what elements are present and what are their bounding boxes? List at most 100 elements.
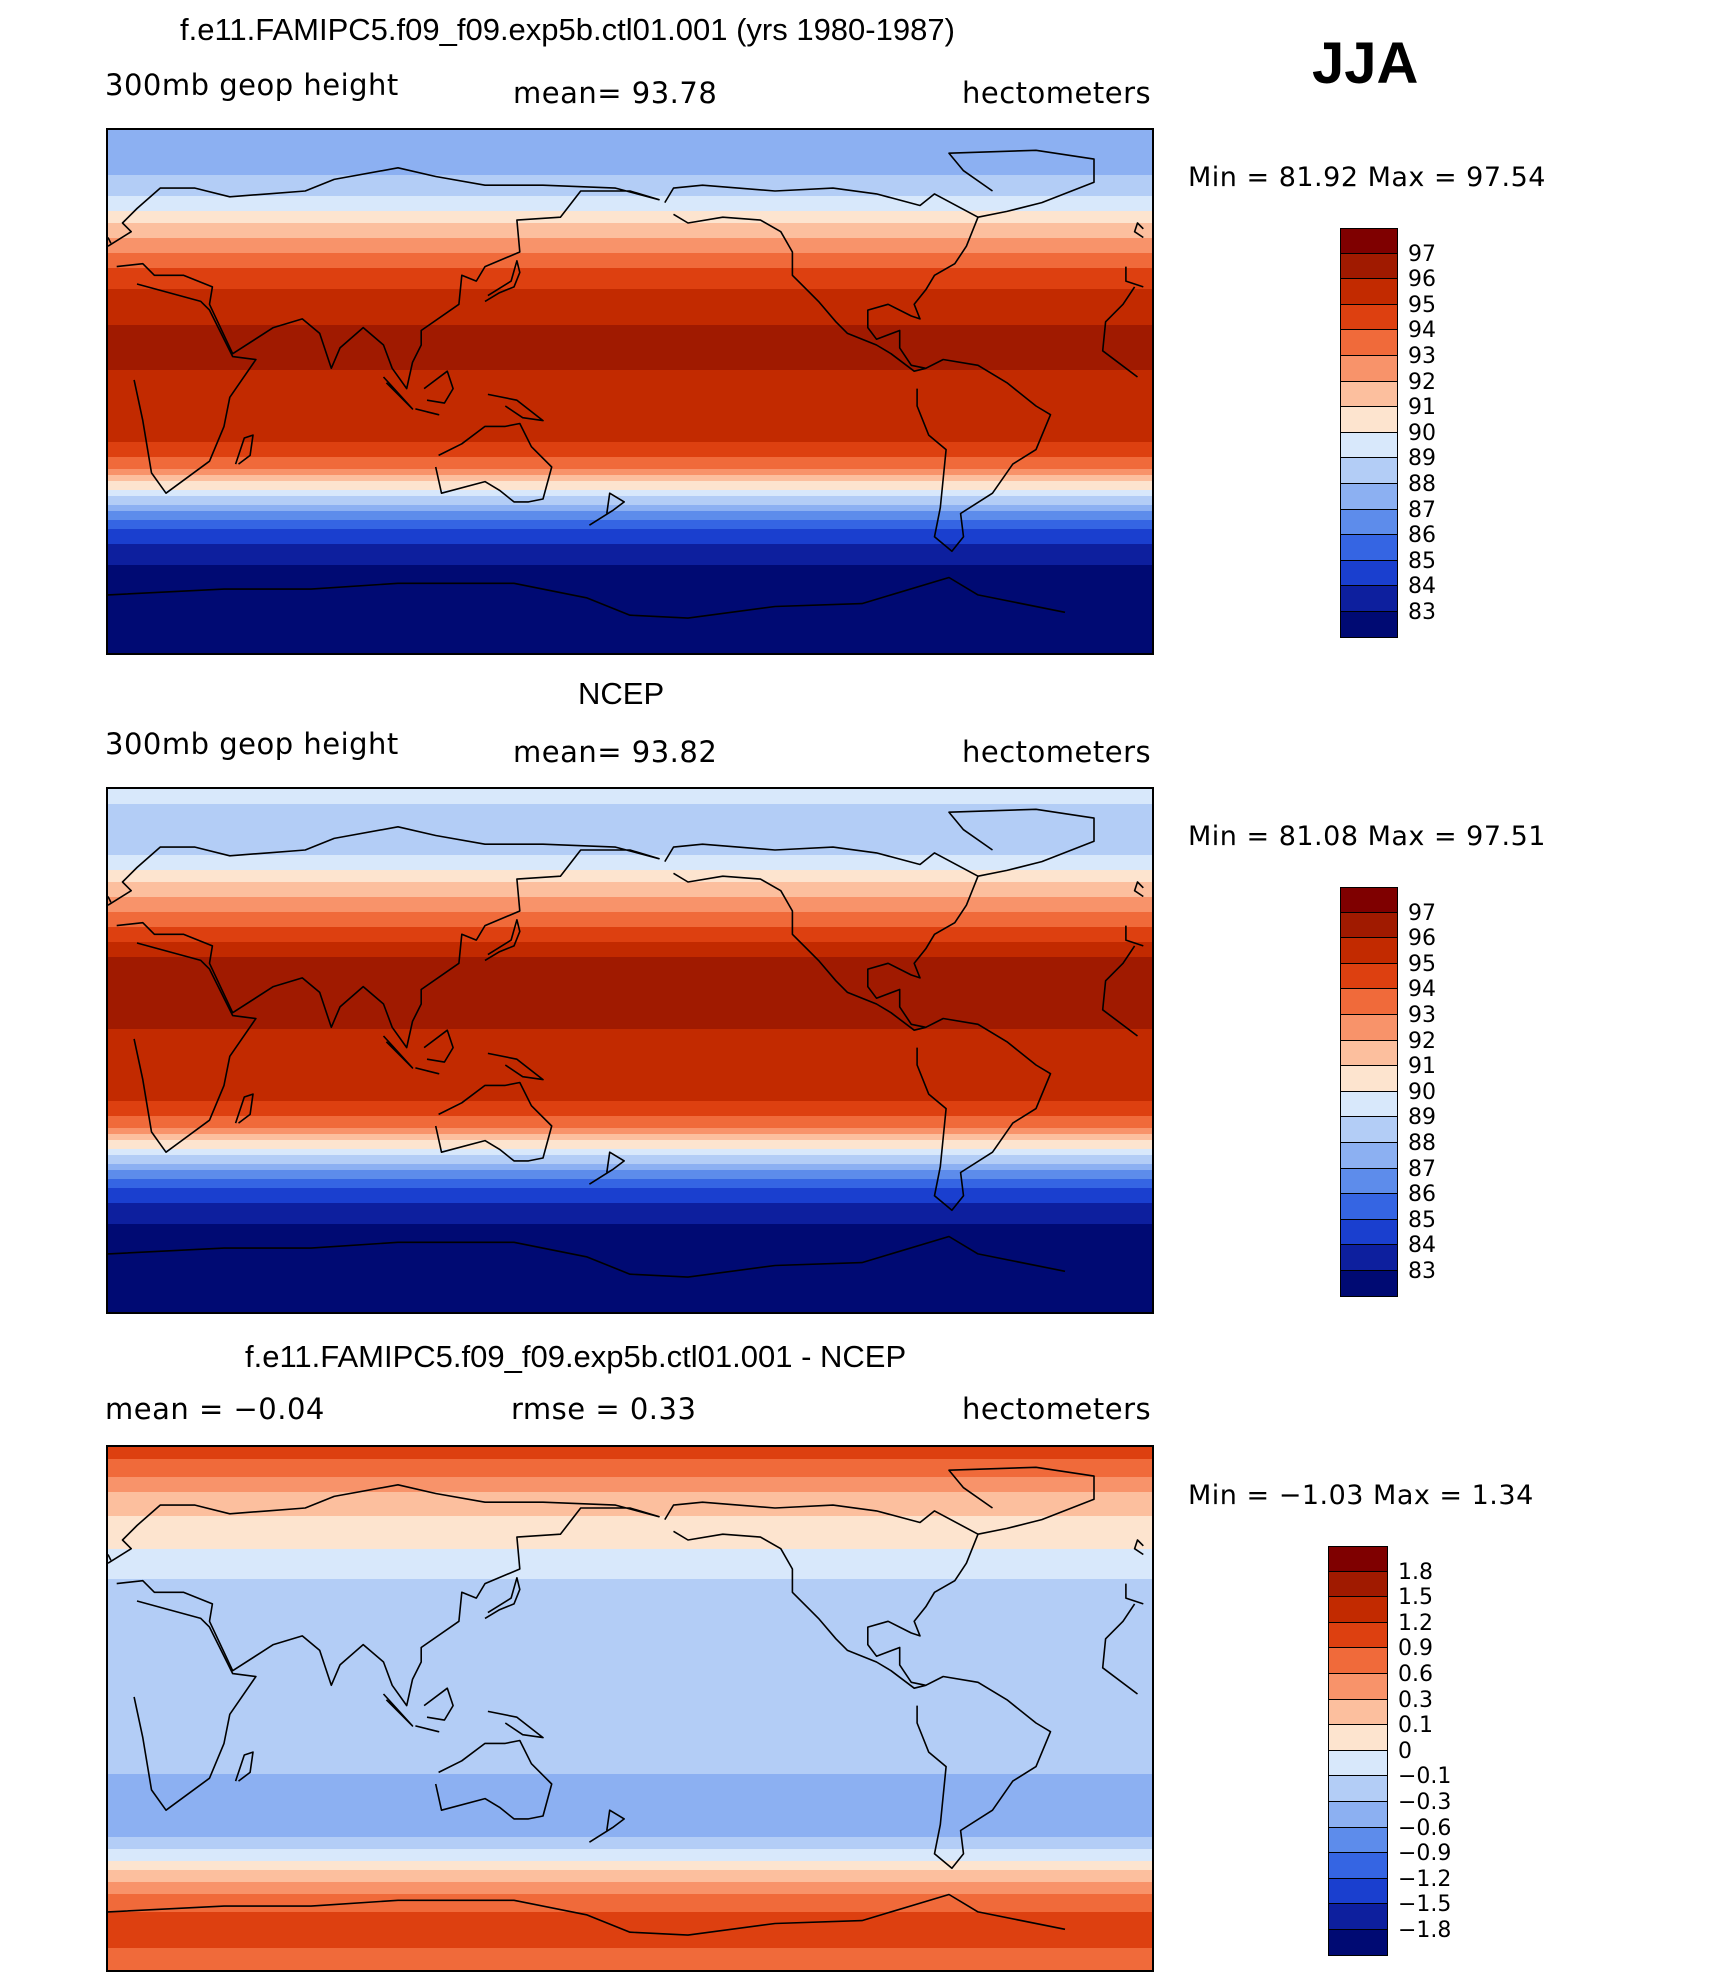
contour-band (108, 837, 1152, 841)
contour-band (108, 505, 1152, 509)
contour-band (108, 553, 1152, 557)
contour-band (108, 442, 1152, 446)
coastline (423, 370, 454, 404)
contour-band (108, 918, 1152, 922)
contour-band (108, 1062, 1152, 1066)
contour-band (108, 490, 1152, 494)
contour-band (108, 1645, 1152, 1649)
coastline (382, 1035, 414, 1069)
contour-band (108, 1275, 1152, 1279)
contour-band (108, 1197, 1152, 1201)
contour-band (108, 1945, 1152, 1949)
colorbar-swatch (1328, 1648, 1388, 1674)
contour-band (108, 469, 1152, 473)
contour-band (108, 1660, 1152, 1664)
contour-band (108, 1128, 1152, 1132)
colorbar-swatch (1340, 1245, 1398, 1271)
contour-band (108, 1720, 1152, 1724)
contour-band (108, 130, 1152, 134)
contour-band (108, 340, 1152, 344)
contour-band (108, 1047, 1152, 1051)
contour-band (108, 978, 1152, 982)
contour-band (108, 912, 1152, 916)
contour-band (108, 1098, 1152, 1102)
contour-band (108, 1302, 1152, 1306)
contour-band (108, 256, 1152, 260)
contour-band (108, 1726, 1152, 1730)
contour-band (108, 1257, 1152, 1261)
contour-band (108, 475, 1152, 479)
contour-band (108, 601, 1152, 605)
contour-band (108, 175, 1152, 179)
contour-band (108, 936, 1152, 940)
contour-band (108, 1690, 1152, 1694)
panel3-minmax: Min = −1.03 Max = 1.34 (1188, 1480, 1534, 1511)
contour-band (108, 415, 1152, 419)
contour-band (108, 801, 1152, 805)
contour-band (108, 1840, 1152, 1844)
contour-band (108, 193, 1152, 197)
contour-band (108, 154, 1152, 158)
coastline (948, 808, 1095, 877)
contour-band (108, 1230, 1152, 1234)
colorbar-label: 94 (1408, 977, 1436, 1003)
contour-band (108, 1152, 1152, 1156)
contour-band (108, 133, 1152, 137)
colorbar-label: 96 (1408, 267, 1436, 293)
panel2-units-label: hectometers (962, 735, 1152, 769)
coastline (487, 1710, 544, 1739)
colorbar-label: 85 (1408, 1207, 1436, 1233)
contour-band (108, 244, 1152, 248)
contour-band (108, 1579, 1152, 1583)
contour-band (108, 1852, 1152, 1856)
contour-band (108, 1161, 1152, 1165)
contour-band (108, 646, 1152, 650)
contour-band (108, 1696, 1152, 1700)
contour-band (108, 885, 1152, 889)
contour-band (108, 1552, 1152, 1556)
contour-band (108, 547, 1152, 551)
contour-band (108, 1675, 1152, 1679)
contour-band (108, 1669, 1152, 1673)
contour-band (108, 598, 1152, 602)
contour-band (108, 331, 1152, 335)
contour-band (108, 1155, 1152, 1159)
contour-band (108, 1486, 1152, 1490)
colorbar-swatch (1340, 484, 1398, 510)
colorbar-label: 1.8 (1398, 1559, 1433, 1585)
contour-band (108, 1714, 1152, 1718)
contour-band (108, 1561, 1152, 1565)
contour-band (108, 1510, 1152, 1514)
contour-band (108, 1278, 1152, 1282)
contour-band (108, 211, 1152, 215)
contour-band (108, 325, 1152, 329)
colorbar-swatch (1340, 228, 1398, 254)
contour-band (108, 493, 1152, 497)
contour-band (108, 1732, 1152, 1736)
contour-band (108, 205, 1152, 209)
colorbar-label: 95 (1408, 951, 1436, 977)
contour-band (108, 894, 1152, 898)
contour-band (108, 631, 1152, 635)
contour-band (108, 157, 1152, 161)
contour-band (108, 1471, 1152, 1475)
colorbar-swatch (1340, 279, 1398, 305)
contour-band (108, 1227, 1152, 1231)
contour-band (108, 1876, 1152, 1880)
contour-band (108, 990, 1152, 994)
contour-band (108, 1717, 1152, 1721)
contour-band (108, 1140, 1152, 1144)
contour-band (108, 1966, 1152, 1970)
panel2-variable-label: 300mb geop height (105, 727, 399, 761)
contour-band (108, 831, 1152, 835)
contour-band (108, 1110, 1152, 1114)
contour-band (108, 888, 1152, 892)
contour-band (108, 1960, 1152, 1964)
colorbar-label: 89 (1408, 1105, 1436, 1131)
contour-band (108, 798, 1152, 802)
colorbar-swatch (1340, 1066, 1398, 1092)
coastline (916, 1675, 1052, 1870)
contour-band (108, 1209, 1152, 1213)
contour-band (108, 834, 1152, 838)
contour-band (108, 478, 1152, 482)
